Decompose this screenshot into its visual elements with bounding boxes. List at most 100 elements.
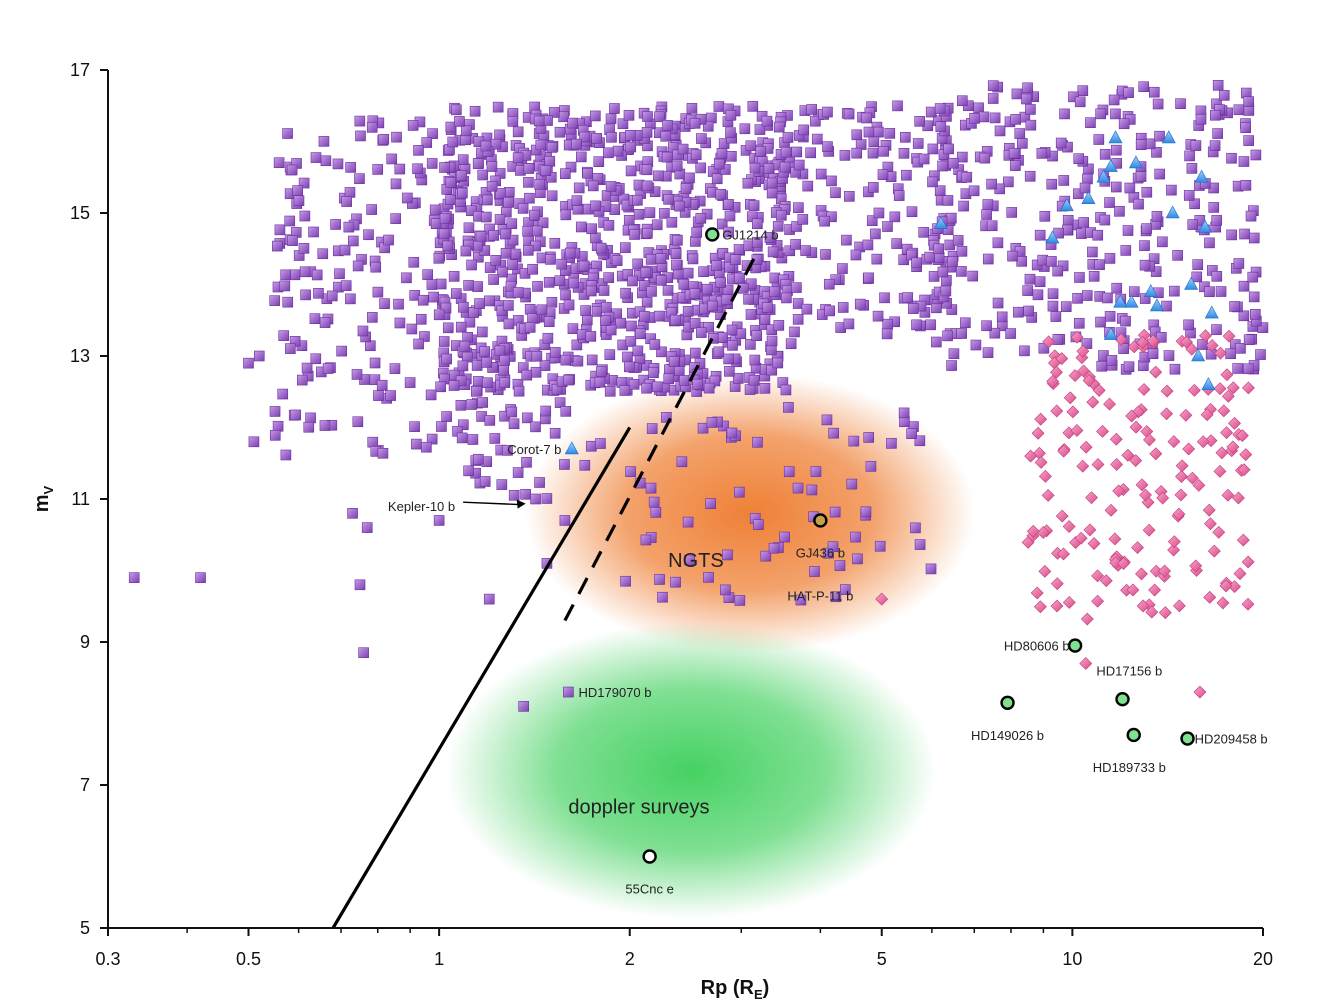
point-square xyxy=(326,290,338,302)
point-square xyxy=(530,421,541,433)
point-square xyxy=(299,266,311,278)
point-square xyxy=(299,210,311,222)
point-square xyxy=(435,278,447,290)
point-square xyxy=(654,574,665,585)
point-square xyxy=(600,315,611,326)
point-square xyxy=(863,432,875,443)
point-square xyxy=(1212,128,1223,139)
point-square xyxy=(345,293,356,305)
point-square xyxy=(892,100,903,112)
point-square xyxy=(678,278,690,290)
point-square xyxy=(473,251,484,263)
x-axis-title: Rp (RE) xyxy=(701,977,770,1002)
point-square xyxy=(532,281,543,292)
point-square xyxy=(560,168,571,179)
point-square xyxy=(705,498,716,509)
point-square xyxy=(743,293,754,305)
point-square xyxy=(273,157,285,169)
point-square xyxy=(1076,228,1087,239)
point-square xyxy=(1118,118,1130,130)
point-square xyxy=(711,260,722,271)
point-square xyxy=(298,243,310,254)
y-tick-label: 7 xyxy=(80,775,90,795)
point-square xyxy=(507,234,519,246)
point-square xyxy=(617,118,629,130)
point-square xyxy=(717,332,728,343)
point-diamond xyxy=(1236,533,1250,547)
point-square xyxy=(1135,171,1147,182)
point-square xyxy=(1023,305,1034,317)
point-square xyxy=(498,364,510,376)
point-triangle xyxy=(933,216,948,230)
point-diamond xyxy=(1135,567,1148,581)
point-square xyxy=(925,563,937,575)
point-square xyxy=(1215,286,1227,297)
point-diamond xyxy=(1136,599,1150,613)
point-diamond xyxy=(1220,426,1234,440)
point-square xyxy=(1190,140,1202,151)
point-square xyxy=(269,406,281,417)
point-square xyxy=(764,232,776,243)
known-planet-marker xyxy=(1000,695,1015,710)
point-square xyxy=(1078,217,1090,228)
point-square xyxy=(677,143,689,155)
point-square xyxy=(828,427,839,439)
point-diamond xyxy=(1200,408,1214,422)
point-square xyxy=(376,379,388,391)
point-diamond xyxy=(1034,412,1048,426)
point-square xyxy=(320,155,332,167)
point-square xyxy=(956,266,967,277)
point-square xyxy=(1010,114,1021,125)
point-square xyxy=(319,420,331,431)
point-square xyxy=(1085,117,1096,128)
point-square xyxy=(373,390,384,401)
point-square xyxy=(282,128,293,139)
point-square xyxy=(1183,319,1194,331)
point-square xyxy=(358,647,369,659)
point-square xyxy=(1154,130,1165,142)
point-square xyxy=(625,129,636,141)
point-diamond xyxy=(1204,434,1218,448)
point-square xyxy=(1088,271,1100,282)
point-square xyxy=(601,301,612,313)
x-tick-label: 2 xyxy=(625,949,635,969)
known-planet-marker xyxy=(705,227,720,242)
point-square xyxy=(564,247,576,259)
point-square xyxy=(357,325,369,337)
point-diamond xyxy=(1104,503,1118,517)
point-diamond xyxy=(1030,586,1044,600)
point-square xyxy=(1052,265,1064,277)
point-square xyxy=(943,143,954,155)
point-square xyxy=(435,381,446,393)
point-square xyxy=(534,477,545,488)
point-diamond xyxy=(1070,330,1084,344)
point-square xyxy=(460,134,472,146)
point-square xyxy=(1124,182,1136,194)
point-square xyxy=(571,195,583,206)
point-square xyxy=(981,209,992,220)
point-square xyxy=(1092,229,1104,241)
point-square xyxy=(679,375,690,386)
point-square xyxy=(581,314,593,326)
point-square xyxy=(879,292,890,304)
point-diamond xyxy=(1214,346,1227,360)
point-square xyxy=(413,338,424,350)
point-square xyxy=(886,438,897,449)
point-triangle xyxy=(564,441,579,455)
point-square xyxy=(682,516,694,528)
point-square xyxy=(472,281,483,292)
point-square xyxy=(1016,256,1028,267)
point-square xyxy=(407,120,419,131)
point-square xyxy=(673,268,684,280)
point-square xyxy=(486,180,498,192)
point-square xyxy=(531,350,543,362)
point-square xyxy=(460,245,472,257)
point-square xyxy=(979,152,991,164)
point-diamond xyxy=(1226,440,1240,454)
point-square xyxy=(914,539,926,550)
point-square xyxy=(593,156,605,168)
point-square xyxy=(507,116,519,127)
point-square xyxy=(726,151,737,162)
point-square xyxy=(873,126,884,138)
point-square xyxy=(691,227,703,238)
